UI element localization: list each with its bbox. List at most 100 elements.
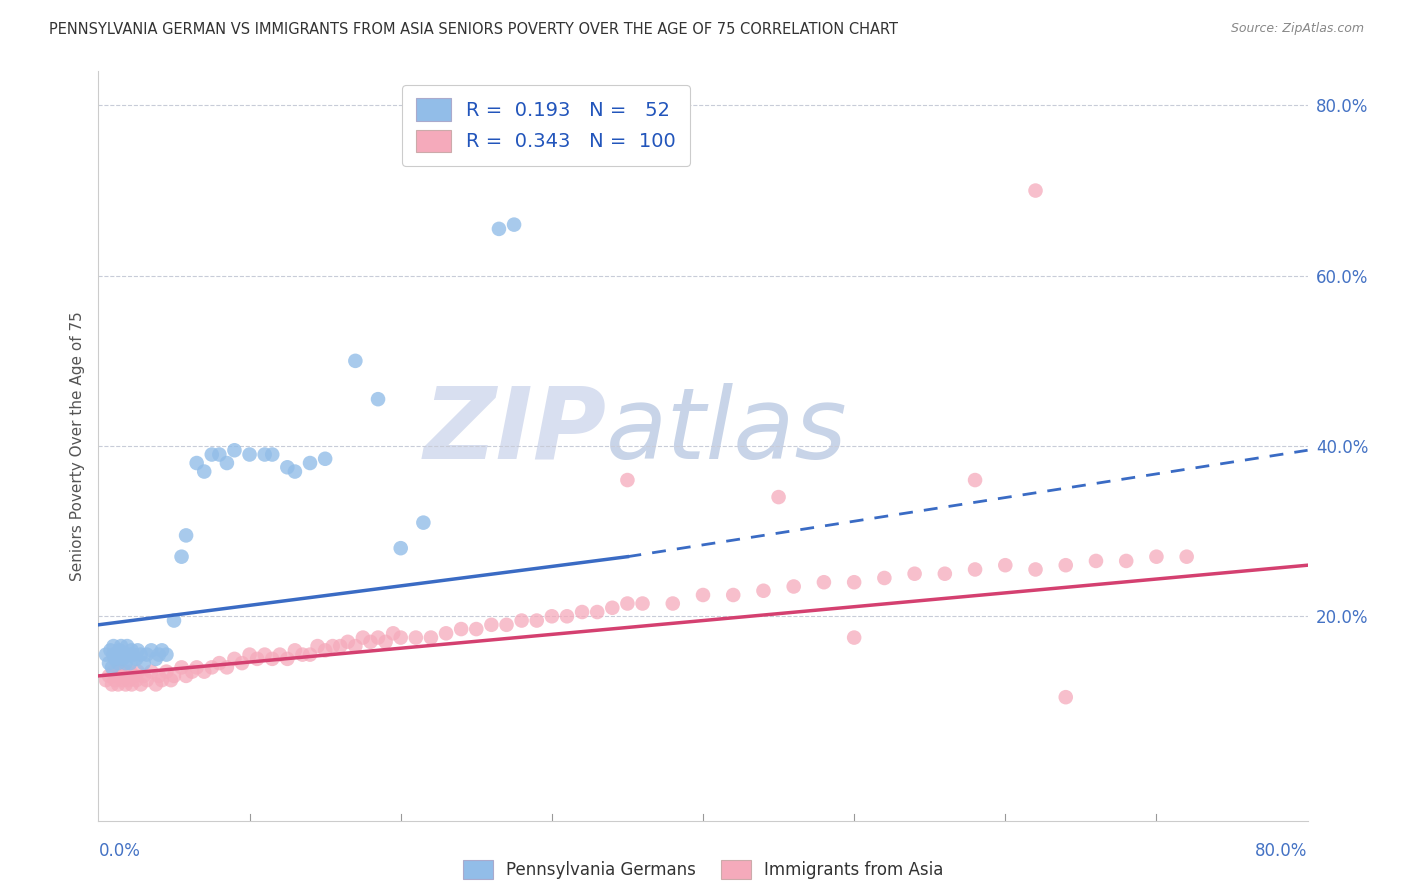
Point: [616, 597, 638, 611]
Point: [118, 648, 141, 662]
Point: [135, 648, 157, 662]
Point: [813, 575, 835, 590]
Point: [299, 648, 322, 662]
Point: [215, 660, 238, 674]
Text: Source: ZipAtlas.com: Source: ZipAtlas.com: [1230, 22, 1364, 36]
Point: [132, 669, 155, 683]
Point: [112, 665, 135, 679]
Point: [495, 617, 517, 632]
Point: [163, 669, 186, 683]
Point: [114, 656, 136, 670]
Point: [405, 631, 427, 645]
Point: [307, 639, 329, 653]
Point: [276, 652, 298, 666]
Point: [488, 222, 510, 236]
Point: [163, 614, 186, 628]
Point: [420, 631, 443, 645]
Point: [965, 562, 987, 576]
Point: [631, 597, 654, 611]
Point: [124, 669, 146, 683]
Point: [602, 600, 624, 615]
Point: [111, 652, 134, 666]
Text: 0.0%: 0.0%: [98, 842, 141, 860]
Point: [127, 665, 149, 679]
Point: [555, 609, 578, 624]
Point: [120, 656, 142, 670]
Point: [389, 631, 412, 645]
Point: [344, 639, 367, 653]
Point: [186, 660, 208, 674]
Point: [174, 528, 197, 542]
Point: [148, 648, 170, 662]
Point: [434, 626, 457, 640]
Point: [105, 648, 128, 662]
Point: [389, 541, 412, 556]
Point: [262, 652, 284, 666]
Point: [98, 656, 121, 670]
Point: [1144, 549, 1167, 564]
Point: [110, 639, 132, 653]
Point: [148, 669, 170, 683]
Point: [129, 648, 152, 662]
Point: [121, 643, 143, 657]
Point: [155, 665, 177, 679]
Point: [181, 665, 204, 679]
Point: [352, 631, 374, 645]
Point: [125, 673, 148, 688]
Point: [723, 588, 745, 602]
Point: [125, 652, 148, 666]
Point: [115, 669, 138, 683]
Point: [374, 635, 396, 649]
Point: [661, 597, 683, 611]
Point: [481, 617, 503, 632]
Point: [1085, 554, 1108, 568]
Point: [110, 648, 132, 662]
Point: [103, 665, 125, 679]
Point: [107, 656, 129, 670]
Point: [1024, 562, 1046, 576]
Point: [367, 392, 389, 407]
Point: [586, 605, 609, 619]
Point: [108, 665, 131, 679]
Text: atlas: atlas: [606, 383, 848, 480]
Point: [336, 635, 359, 649]
Point: [1115, 554, 1137, 568]
Point: [107, 677, 129, 691]
Point: [94, 673, 117, 688]
Point: [540, 609, 562, 624]
Point: [104, 673, 127, 688]
Point: [145, 652, 167, 666]
Point: [934, 566, 956, 581]
Point: [314, 643, 336, 657]
Point: [616, 473, 638, 487]
Point: [291, 648, 314, 662]
Point: [135, 673, 157, 688]
Point: [262, 448, 284, 462]
Point: [873, 571, 896, 585]
Point: [526, 614, 548, 628]
Point: [965, 473, 987, 487]
Point: [360, 635, 382, 649]
Point: [122, 648, 145, 662]
Point: [150, 643, 173, 657]
Point: [904, 566, 927, 581]
Point: [193, 465, 215, 479]
Point: [201, 448, 224, 462]
Point: [174, 669, 197, 683]
Point: [844, 575, 866, 590]
Point: [329, 639, 352, 653]
Point: [571, 605, 593, 619]
Point: [141, 665, 163, 679]
Point: [465, 622, 488, 636]
Point: [412, 516, 434, 530]
Point: [253, 448, 276, 462]
Point: [101, 677, 124, 691]
Point: [115, 639, 138, 653]
Point: [692, 588, 714, 602]
Point: [224, 443, 246, 458]
Point: [103, 639, 125, 653]
Point: [224, 652, 246, 666]
Point: [503, 218, 526, 232]
Point: [239, 648, 262, 662]
Point: [284, 465, 307, 479]
